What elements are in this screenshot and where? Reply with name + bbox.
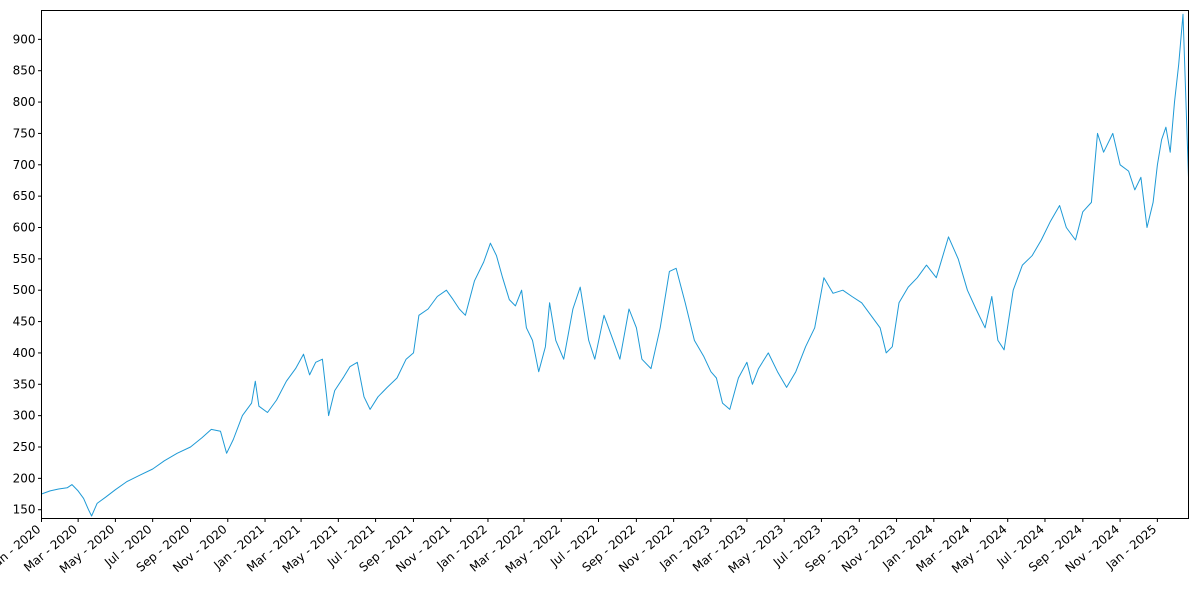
plot-area: [41, 10, 1189, 519]
y-tick-label: 550: [13, 252, 36, 266]
y-tick-label: 650: [13, 189, 36, 203]
y-tick-label: 400: [13, 346, 36, 360]
y-tick-label: 900: [13, 32, 36, 46]
y-tick-label: 600: [13, 220, 36, 234]
y-tick-label: 450: [13, 315, 36, 329]
y-tick-label: 250: [13, 440, 36, 454]
y-tick-label: 350: [13, 377, 36, 391]
series-line: [41, 13, 1189, 517]
y-tick-label: 150: [13, 503, 36, 517]
y-tick-label: 800: [13, 95, 36, 109]
y-tick-label: 300: [13, 409, 36, 423]
y-tick-label: 750: [13, 126, 36, 140]
y-tick-label: 700: [13, 158, 36, 172]
y-tick-label: 850: [13, 64, 36, 78]
y-tick-label: 200: [13, 471, 36, 485]
y-tick-label: 500: [13, 283, 36, 297]
y-axis: 150 200 250 300 350 400 450 500 550 600 650 700 750 8…: [13, 32, 42, 517]
plot-frame: [41, 10, 1189, 519]
